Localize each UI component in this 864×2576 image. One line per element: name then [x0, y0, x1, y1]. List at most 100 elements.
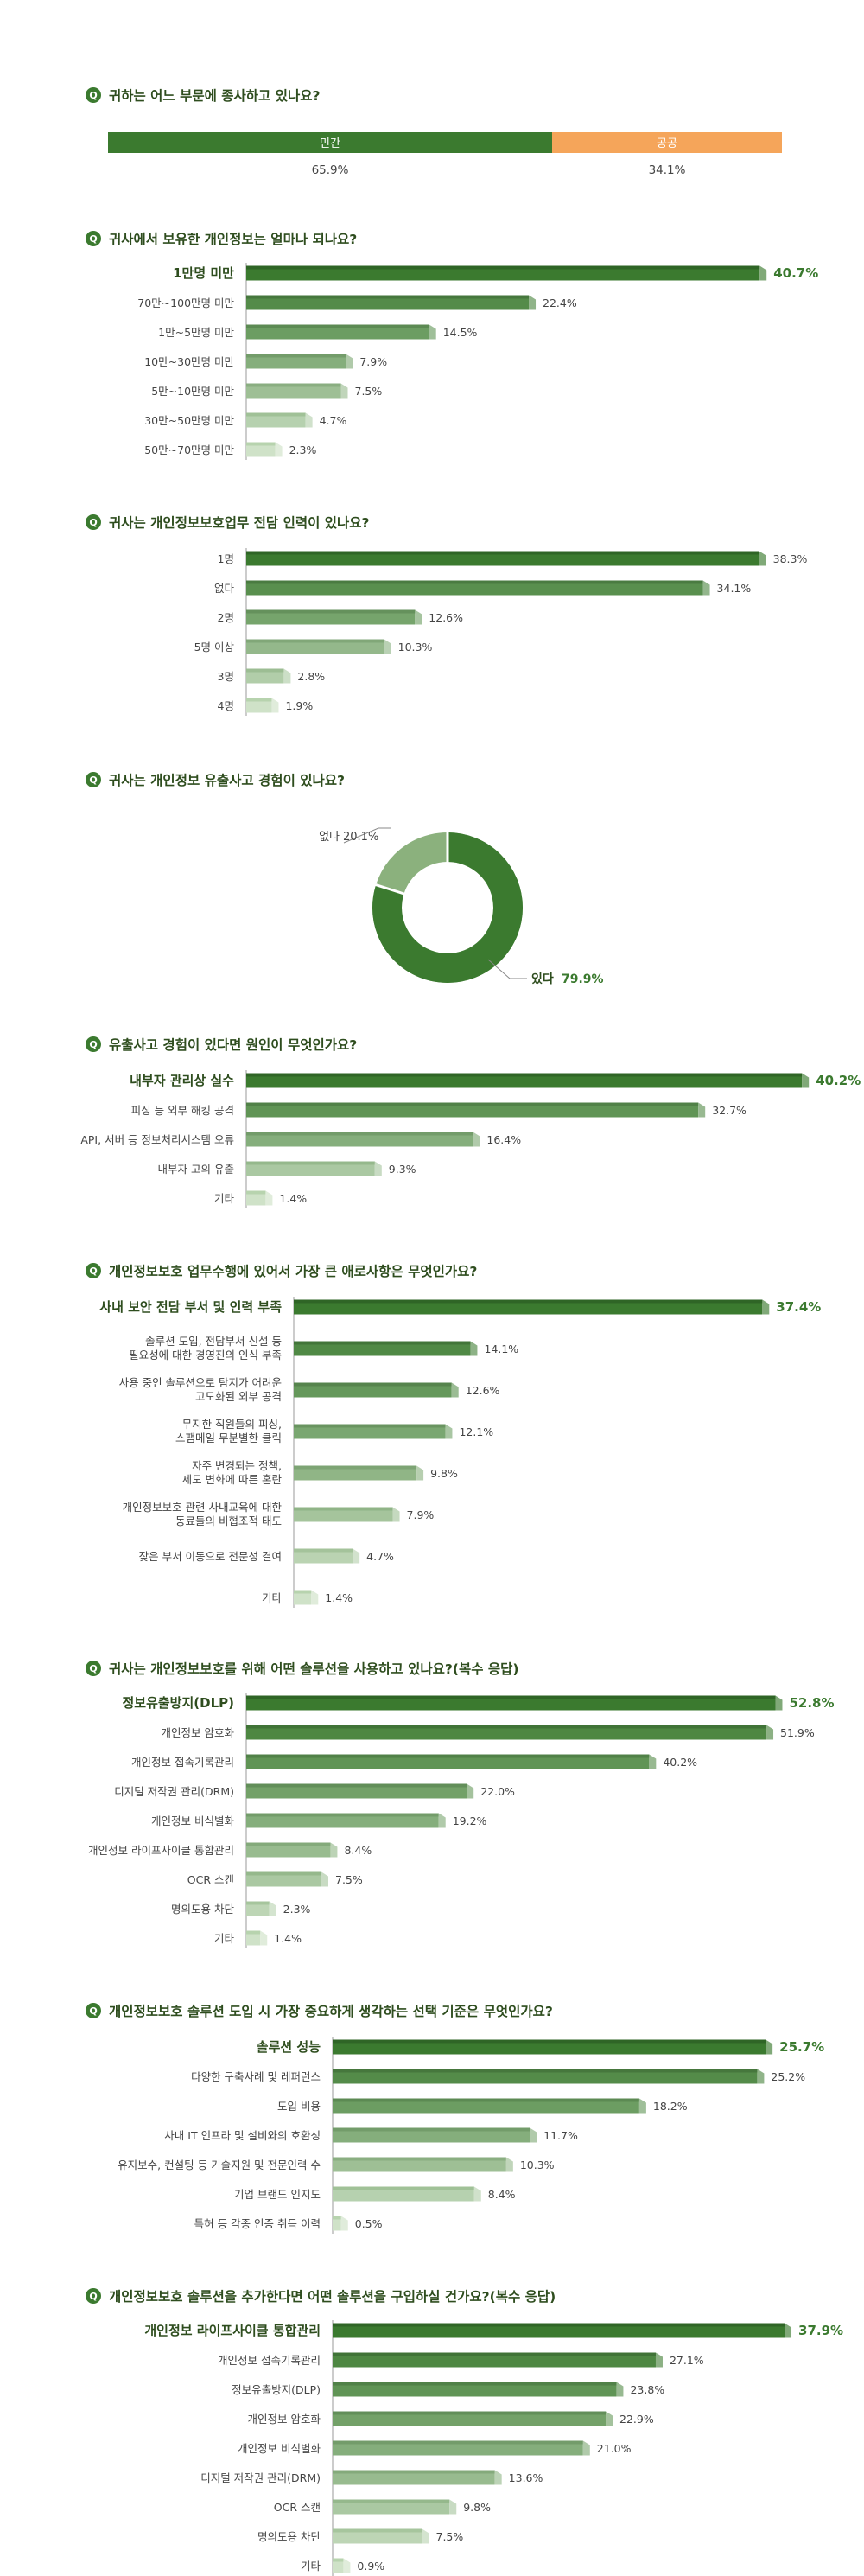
bar-top-shade	[246, 1132, 473, 1136]
bar	[294, 1424, 446, 1439]
q-badge-letter: Q	[89, 1039, 97, 1050]
bar-end-shade	[269, 1901, 276, 1916]
bar-end-shade	[638, 2098, 646, 2114]
bar-value-label: 0.5%	[355, 2217, 383, 2230]
bar-top-shade	[333, 2499, 450, 2503]
bar-end-shade	[757, 2069, 765, 2084]
bar-value-label: 7.5%	[335, 1873, 363, 1886]
bar-top-shade	[333, 2039, 766, 2044]
bar-top-shade	[294, 1465, 417, 1470]
leader-line	[343, 827, 391, 844]
bar	[333, 2039, 766, 2055]
q-badge-icon	[86, 2288, 101, 2304]
bar-value-label: 16.4%	[486, 1133, 521, 1146]
bar-end-shade	[494, 2470, 502, 2485]
bar-category-label: 기업 브랜드 인지도	[234, 2188, 321, 2201]
bar-chart-2: 38.3% 1명 34.1% 없다 12.6% 2명 10.3% 5명 이상 2.8% 3명 1.9…	[194, 548, 808, 716]
bar-category-label: 정보유출방지(DLP)	[232, 2383, 321, 2396]
q-badge-icon	[86, 1661, 101, 1676]
bar-chart-7: 25.7% 솔루션 성능 25.2% 다양한 구축사례 및 레퍼런스 18.2% 도입 비…	[118, 2037, 824, 2234]
question-header: Q 귀사에서 보유한 개인정보는 얼마나 되나요?	[86, 231, 357, 247]
bar	[294, 1590, 312, 1605]
bar-end-shade	[321, 1871, 328, 1887]
bar-category-label: API, 서버 등 정보처리시스템 오류	[80, 1133, 234, 1146]
bar-value-label: 10.3%	[520, 2158, 555, 2171]
bar-value-label: 1.4%	[279, 1192, 307, 1205]
stacked-segment-public	[552, 132, 782, 153]
bar-end-shade	[346, 354, 353, 369]
bar	[246, 1725, 767, 1740]
bar-value-label: 22.9%	[619, 2413, 654, 2426]
bar	[333, 2440, 583, 2456]
bar-value-label: 9.3%	[389, 1163, 416, 1176]
bar	[246, 551, 759, 566]
bar-end-shade	[467, 1783, 474, 1799]
bar-value-label: 23.8%	[630, 2383, 664, 2396]
donut-category-label: 없다	[319, 831, 340, 844]
leader-line	[487, 959, 527, 979]
bar-category-label: OCR 스캔	[274, 2501, 321, 2514]
q-badge-icon	[86, 231, 101, 246]
bar-top-shade	[333, 2440, 583, 2445]
bar-end-shade	[766, 1725, 774, 1740]
bar-end-shade	[785, 2323, 792, 2338]
bar-category-label: 무지한 직원들의 피싱,	[182, 1418, 282, 1431]
bar-top-shade	[246, 412, 306, 417]
bar-value-label: 21.0%	[597, 2442, 632, 2455]
bar-category-label: 개인정보 라이프사이클 통합관리	[144, 2323, 321, 2338]
bar-category-label: 솔루션 성능	[257, 2039, 321, 2055]
bar-end-shade	[649, 1754, 657, 1769]
bar-end-shade	[530, 2127, 537, 2143]
bar-chart-8: 37.9% 개인정보 라이프사이클 통합관리 27.1% 개인정보 접속기록관리 23.…	[144, 2320, 843, 2576]
bar-value-label: 4.7%	[366, 1550, 394, 1563]
question-header: Q 개인정보보호 솔루션을 추가한다면 어떤 솔루션을 구입하실 건가요?(복수 …	[86, 2288, 556, 2305]
bar-top-shade	[246, 551, 759, 555]
bar-end-shade	[353, 1548, 360, 1564]
q-badge-letter: Q	[89, 1663, 97, 1674]
bar-value-label: 34.1%	[717, 582, 752, 595]
bar	[333, 2186, 474, 2202]
bar-category-label: OCR 스캔	[187, 1873, 234, 1886]
bar	[246, 1783, 467, 1799]
bar-end-shade	[802, 1073, 810, 1088]
bar-value-label: 14.1%	[484, 1342, 518, 1355]
question-header: Q 개인정보보호 솔루션 도입 시 가장 중요하게 생각하는 선택 기준은 무엇인…	[86, 2003, 553, 2019]
bar-top-shade	[294, 1299, 763, 1304]
bar-value-label: 7.5%	[436, 2530, 464, 2543]
bar-end-shade	[702, 580, 710, 596]
bar-top-shade	[294, 1424, 446, 1428]
bar-value-label: 40.7%	[773, 265, 818, 281]
bar-value-label: 19.2%	[453, 1814, 487, 1827]
question-title: 귀사는 개인정보보호업무 전담 인력이 있나요?	[109, 514, 370, 531]
bar-value-label: 25.2%	[771, 2070, 805, 2083]
bar-category-label: 사내 IT 인프라 및 설비와의 호환성	[164, 2129, 321, 2142]
bar	[246, 1102, 699, 1118]
bar-end-shade	[470, 1341, 478, 1356]
bar-end-shade	[762, 1299, 770, 1315]
bar-value-label: 40.2%	[663, 1756, 697, 1769]
bar-category-label: 개인정보 암호화	[162, 1726, 235, 1739]
bar	[333, 2411, 607, 2426]
bar-top-shade	[333, 2411, 607, 2415]
bar-category-label: 고도화된 외부 공격	[195, 1390, 282, 1403]
bar-category-label: 제도 변화에 따른 혼란	[182, 1473, 283, 1486]
bar-value-label: 40.2%	[816, 1073, 861, 1088]
bar-end-shade	[529, 295, 537, 310]
bar	[246, 1695, 776, 1711]
bar-chart-1: 40.7% 1만명 미만 22.4% 70만~100만명 미만 14.5% 1만~5만명 …	[137, 263, 818, 460]
segment-value-label: 34.1%	[649, 163, 686, 177]
bar-top-shade	[246, 609, 416, 614]
question-header: Q 귀하는 어느 부문에 종사하고 있나요?	[86, 87, 320, 104]
bar-value-label: 38.3%	[773, 552, 808, 565]
bar	[333, 2216, 341, 2231]
bar-end-shade	[392, 1507, 400, 1522]
bar-category-label: 사용 중인 솔루션으로 탐지가 어려운	[119, 1376, 282, 1389]
bar-top-shade	[246, 1190, 266, 1195]
bar-category-label: 동료들의 비협조적 태도	[175, 1514, 282, 1527]
bar-end-shade	[415, 609, 422, 625]
bar	[246, 383, 341, 399]
bar	[246, 265, 760, 281]
bar-end-shade	[416, 1465, 424, 1481]
bar-top-shade	[333, 2558, 344, 2562]
bar-value-label: 10.3%	[398, 641, 433, 654]
